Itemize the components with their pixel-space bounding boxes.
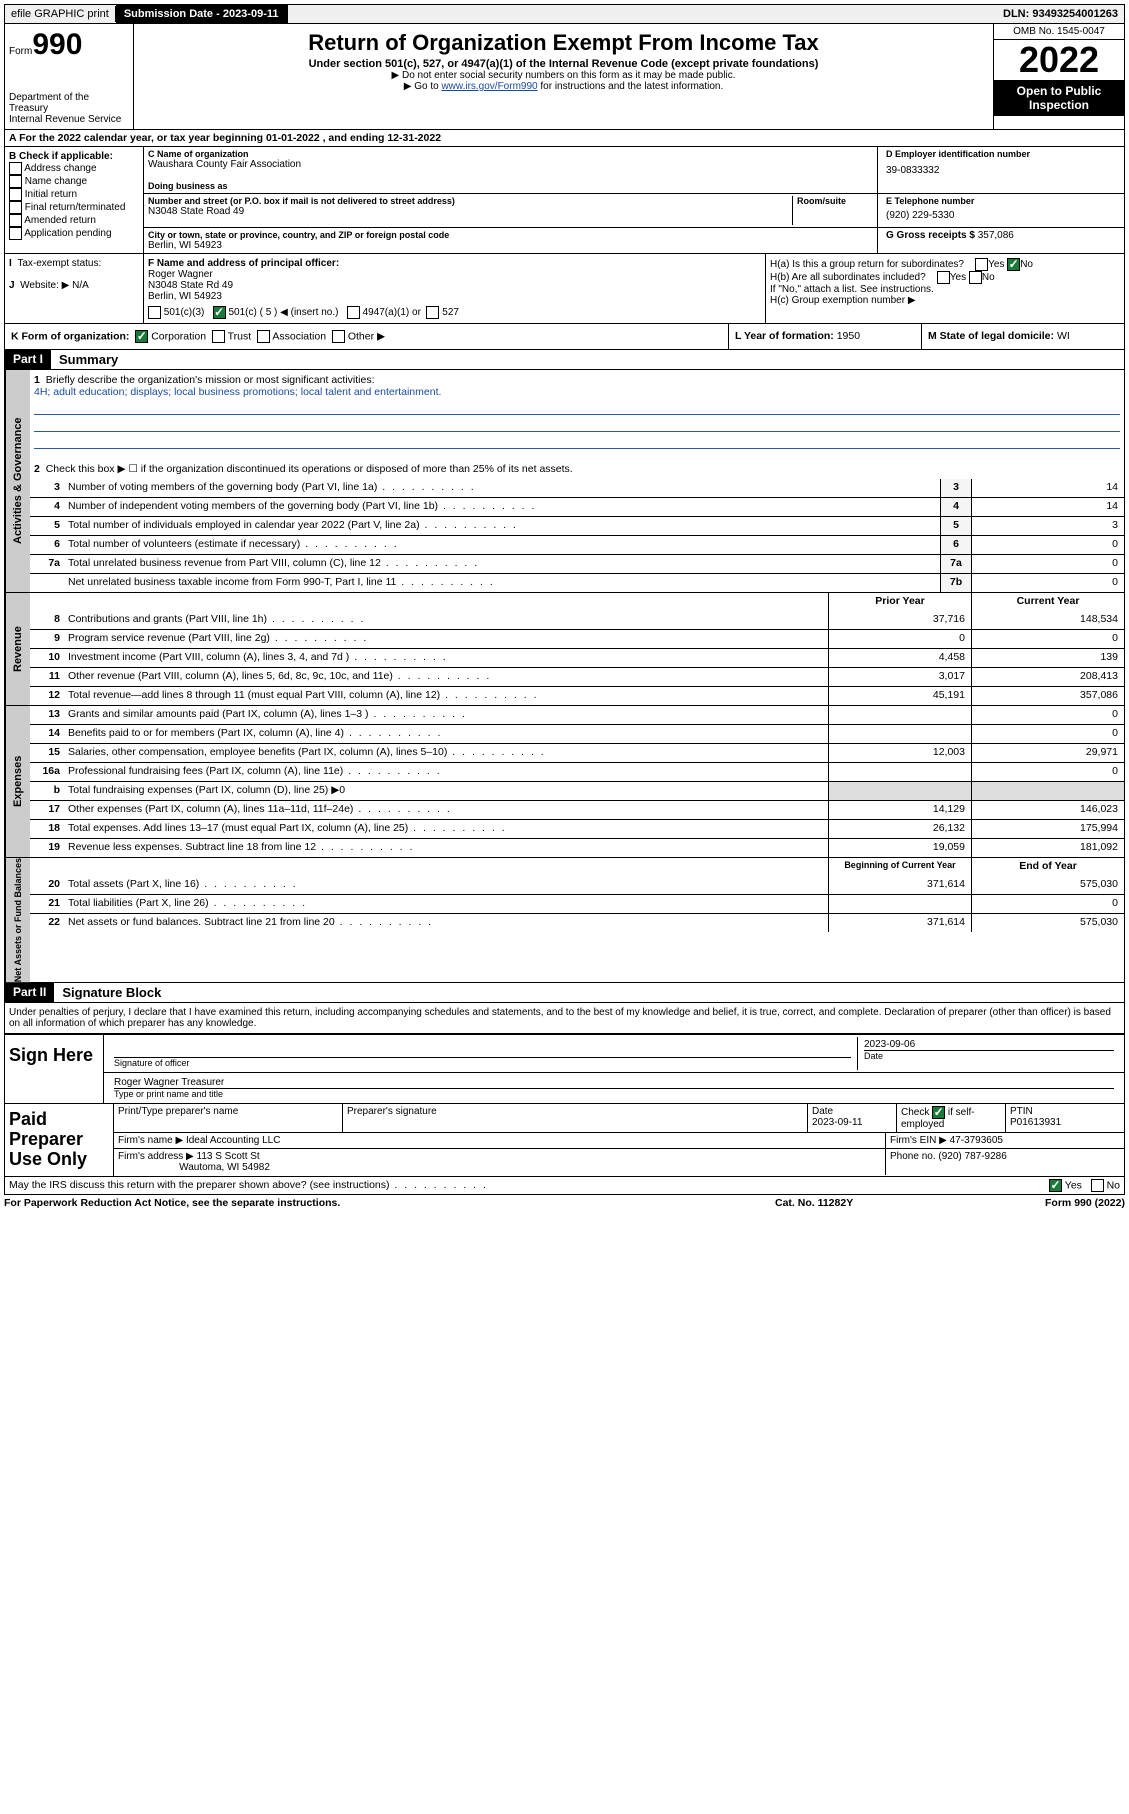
street-address: N3048 State Road 49 — [148, 206, 792, 217]
summary-line: bTotal fundraising expenses (Part IX, co… — [30, 781, 1124, 800]
dept-treasury: Department of the Treasury — [9, 92, 129, 114]
city-label: City or town, state or province, country… — [148, 230, 877, 240]
submission-date: Submission Date - 2023-09-11 — [116, 5, 288, 23]
part1-activities-governance: Activities & Governance 1 Briefly descri… — [4, 370, 1125, 593]
summary-line: 22Net assets or fund balances. Subtract … — [30, 913, 1124, 932]
irs-label: Internal Revenue Service — [9, 114, 129, 125]
part1-header: Part I Summary — [4, 350, 1125, 370]
e-phone-label: E Telephone number — [886, 196, 1116, 206]
addr-label: Number and street (or P.O. box if mail i… — [148, 196, 792, 206]
section-klm: K Form of organization: Corporation Trus… — [4, 324, 1125, 350]
footer: For Paperwork Reduction Act Notice, see … — [4, 1195, 1125, 1211]
phone-value: (920) 229-5330 — [886, 206, 1116, 225]
g-gross-label: G Gross receipts $ — [886, 230, 975, 241]
room-label: Room/suite — [797, 196, 877, 206]
summary-line: 4Number of independent voting members of… — [30, 497, 1124, 516]
summary-line: 3Number of voting members of the governi… — [30, 479, 1124, 497]
d-ein-label: D Employer identification number — [886, 149, 1116, 159]
dba-label: Doing business as — [148, 181, 877, 191]
summary-line: 5Total number of individuals employed in… — [30, 516, 1124, 535]
c-name-label: C Name of organization — [148, 149, 877, 159]
summary-line: 18Total expenses. Add lines 13–17 (must … — [30, 819, 1124, 838]
summary-line: 12Total revenue—add lines 8 through 11 (… — [30, 686, 1124, 705]
summary-line: 9Program service revenue (Part VIII, lin… — [30, 629, 1124, 648]
summary-line: 6Total number of volunteers (estimate if… — [30, 535, 1124, 554]
summary-line: 20Total assets (Part X, line 16)371,6145… — [30, 876, 1124, 894]
org-name: Waushara County Fair Association — [148, 159, 877, 170]
omb-number: OMB No. 1545-0047 — [994, 24, 1124, 40]
efile-label: efile GRAPHIC print — [5, 6, 116, 22]
tax-year: 2022 — [994, 40, 1124, 80]
summary-line: 11Other revenue (Part VIII, column (A), … — [30, 667, 1124, 686]
summary-line: 10Investment income (Part VIII, column (… — [30, 648, 1124, 667]
vtab-expenses: Expenses — [5, 706, 30, 857]
summary-line: 14Benefits paid to or for members (Part … — [30, 724, 1124, 743]
irs-link[interactable]: www.irs.gov/Form990 — [441, 81, 537, 92]
form-subtitle: Under section 501(c), 527, or 4947(a)(1)… — [138, 58, 989, 70]
summary-line: 19Revenue less expenses. Subtract line 1… — [30, 838, 1124, 857]
form-number: Form990 — [9, 28, 129, 62]
goto-note: ▶ Go to www.irs.gov/Form990 for instruct… — [138, 81, 989, 92]
part2-header: Part II Signature Block — [4, 983, 1125, 1003]
discuss-row: May the IRS discuss this return with the… — [4, 1177, 1125, 1195]
part1-expenses: Expenses 13Grants and similar amounts pa… — [4, 706, 1125, 858]
dln: DLN: 93493254001263 — [997, 6, 1124, 22]
part1-netassets: Net Assets or Fund Balances Beginning of… — [4, 858, 1125, 983]
summary-line: 17Other expenses (Part IX, column (A), l… — [30, 800, 1124, 819]
part1-revenue: Revenue Prior YearCurrent Year 8Contribu… — [4, 593, 1125, 706]
section-bcdeg: B Check if applicable: Address change Na… — [4, 147, 1125, 254]
summary-line: 13Grants and similar amounts paid (Part … — [30, 706, 1124, 724]
form-title: Return of Organization Exempt From Incom… — [138, 30, 989, 56]
summary-line: 8Contributions and grants (Part VIII, li… — [30, 611, 1124, 629]
section-b: B Check if applicable: Address change Na… — [5, 147, 144, 253]
top-bar: efile GRAPHIC print Submission Date - 20… — [4, 4, 1125, 24]
form-header: Form990 Department of the Treasury Inter… — [4, 24, 1125, 130]
summary-line: 21Total liabilities (Part X, line 26)0 — [30, 894, 1124, 913]
vtab-revenue: Revenue — [5, 593, 30, 705]
sign-here-block: Sign Here Signature of officer 2023-09-0… — [4, 1034, 1125, 1104]
city-value: Berlin, WI 54923 — [148, 240, 877, 251]
summary-line: Net unrelated business taxable income fr… — [30, 573, 1124, 592]
vtab-netassets: Net Assets or Fund Balances — [5, 858, 30, 982]
paid-preparer-block: Paid Preparer Use Only Print/Type prepar… — [4, 1104, 1125, 1176]
summary-line: 16aProfessional fundraising fees (Part I… — [30, 762, 1124, 781]
summary-line: 15Salaries, other compensation, employee… — [30, 743, 1124, 762]
declaration: Under penalties of perjury, I declare th… — [4, 1003, 1125, 1034]
open-inspection: Open to Public Inspection — [994, 80, 1124, 116]
gross-receipts: 357,086 — [978, 230, 1014, 241]
section-a: A For the 2022 calendar year, or tax yea… — [4, 130, 1125, 147]
ein-value: 39-0833332 — [886, 159, 1116, 182]
ssn-note: ▶ Do not enter social security numbers o… — [138, 70, 989, 81]
section-fhij: I Tax-exempt status: J Website: ▶ N/A F … — [4, 254, 1125, 324]
summary-line: 7aTotal unrelated business revenue from … — [30, 554, 1124, 573]
vtab-activities: Activities & Governance — [5, 370, 30, 592]
